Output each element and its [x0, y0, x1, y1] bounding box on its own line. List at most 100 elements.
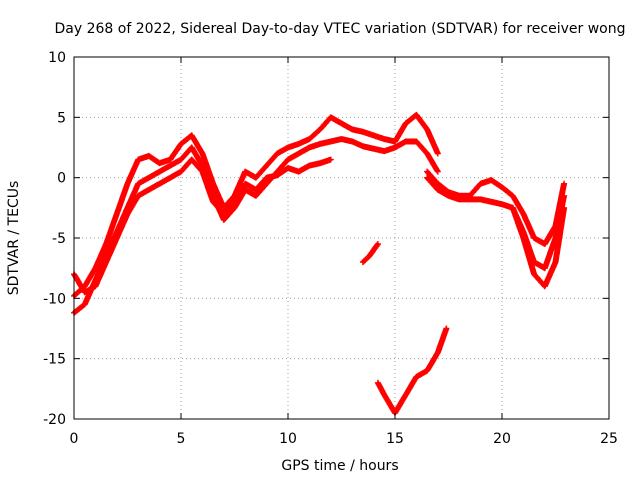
data-point	[201, 164, 204, 167]
data-point	[361, 260, 365, 264]
data-point	[190, 158, 193, 161]
data-point	[500, 186, 504, 189]
chart-title: Day 268 of 2022, Sidereal Day-to-day VTE…	[55, 21, 626, 37]
tick-layer: 0 5 10 15 20 25 -20 -15 -10 -5 0 5 10	[43, 50, 618, 447]
data-point	[383, 149, 386, 153]
data-point	[532, 236, 536, 240]
data-point	[254, 194, 258, 197]
data-point	[179, 158, 183, 161]
data-point	[415, 113, 418, 117]
data-point	[104, 242, 108, 246]
data-point	[383, 137, 386, 141]
data-point	[372, 147, 375, 150]
y-tick-label: -10	[43, 291, 66, 307]
y-tick-label: 0	[57, 171, 66, 187]
y-tick-label: -15	[43, 352, 66, 368]
data-point	[368, 254, 371, 258]
data-point	[415, 375, 418, 378]
data-point	[83, 303, 86, 306]
data-point	[179, 142, 183, 146]
data-point	[244, 182, 247, 185]
data-point	[436, 182, 439, 185]
series-points	[424, 168, 568, 247]
data-point	[126, 212, 129, 216]
data-point	[115, 212, 119, 216]
series-points	[374, 325, 450, 416]
data-point	[222, 212, 225, 216]
data-point	[543, 242, 546, 246]
data-point	[276, 174, 279, 177]
data-point	[554, 260, 557, 264]
data-point	[522, 212, 525, 216]
y-tick-label: 10	[48, 50, 66, 66]
data-point	[158, 161, 161, 165]
data-point	[94, 266, 97, 270]
data-point	[222, 218, 225, 222]
data-point	[158, 170, 161, 173]
data-point	[479, 198, 482, 201]
data-point	[543, 285, 546, 288]
data-point	[244, 170, 247, 173]
data-point	[286, 158, 290, 161]
data-point	[286, 146, 290, 149]
data-point	[458, 198, 461, 201]
data-point	[169, 158, 172, 161]
data-point	[404, 393, 407, 397]
data-point	[543, 266, 546, 270]
data-point	[415, 140, 418, 143]
data-point	[393, 140, 397, 143]
data-point	[372, 134, 375, 137]
data-point	[376, 381, 380, 384]
data-point	[562, 206, 566, 210]
data-point	[532, 273, 536, 276]
data-point	[436, 188, 439, 191]
data-point	[147, 154, 151, 158]
data-point	[297, 152, 300, 155]
data-point	[265, 182, 268, 185]
data-point	[137, 158, 140, 161]
data-point	[425, 369, 429, 372]
x-tick-label: 20	[493, 431, 511, 447]
series-track-2	[71, 136, 441, 316]
data-point	[372, 248, 375, 252]
data-point	[308, 137, 311, 141]
data-point	[562, 194, 566, 197]
series-layer	[71, 111, 568, 416]
x-tick-label: 5	[177, 431, 186, 447]
data-point	[351, 128, 354, 131]
data-point	[468, 194, 472, 197]
data-point	[169, 176, 172, 179]
data-point	[562, 182, 566, 185]
x-tick-label: 10	[279, 431, 297, 447]
data-point	[190, 146, 193, 149]
data-point	[265, 176, 268, 179]
y-axis-label: SDTVAR / TECUs	[6, 181, 22, 296]
data-point	[522, 236, 525, 240]
x-tick-label: 15	[386, 431, 404, 447]
data-point	[254, 176, 258, 179]
data-point	[158, 182, 161, 185]
data-point	[83, 291, 86, 294]
data-point	[436, 351, 439, 354]
data-point	[376, 242, 380, 246]
data-point	[286, 166, 290, 170]
data-point	[297, 142, 300, 146]
data-point	[297, 170, 300, 173]
data-point	[254, 188, 258, 191]
data-point	[201, 170, 204, 173]
data-point	[445, 327, 448, 330]
series-points	[71, 136, 441, 316]
data-point	[383, 393, 386, 397]
data-point	[276, 152, 279, 155]
data-point	[211, 200, 215, 203]
data-point	[340, 122, 343, 125]
data-point	[511, 194, 514, 197]
data-point	[490, 200, 493, 203]
data-point	[404, 140, 407, 143]
data-point	[393, 411, 397, 415]
data-point	[351, 140, 354, 143]
data-point	[104, 260, 108, 264]
y-tick-label: 5	[57, 110, 66, 126]
data-point	[329, 158, 332, 161]
